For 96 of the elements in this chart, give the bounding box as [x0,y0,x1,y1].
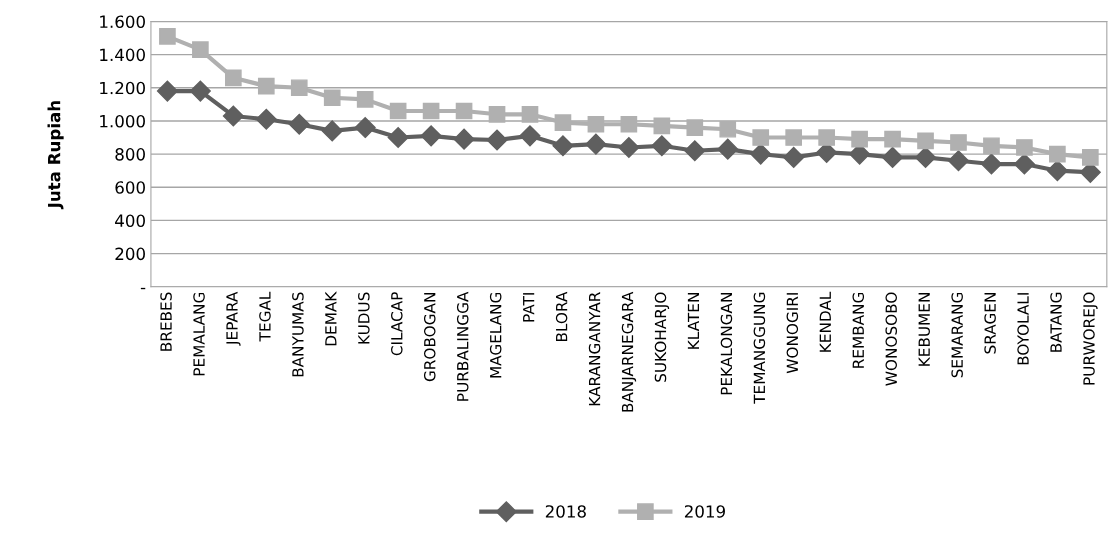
x-tick-label: BREBES [160,292,172,351]
point [1013,153,1035,175]
point [947,150,970,172]
x-tick-label: KARANGANYAR [588,292,601,406]
x-tick-label: KLATEN [687,293,700,349]
x-tick-label: BLORA [555,291,568,342]
point [585,133,607,155]
point [719,120,737,138]
x-tick-label: SRAGEN [984,293,996,354]
point [1046,160,1068,182]
y-tick-label: 1.600 [100,15,145,29]
x-tick-label: TEMANGGUNG [753,292,766,404]
point [686,119,704,136]
x-tick-label: JEPARA [226,291,241,346]
x-tick-label: PURBALINGGA [456,291,469,401]
x-tick-label: DEMAK [325,291,337,346]
point [1049,145,1066,163]
point [288,113,310,135]
point [192,41,209,58]
point [420,125,442,147]
point [354,117,376,139]
point [189,80,211,102]
point [915,146,937,168]
point [750,143,772,165]
point [651,135,673,157]
point [554,114,572,131]
x-tick-label: PEKALONGAN [720,293,733,395]
point [455,102,473,120]
x-tick-label: GROBOGAN [423,293,436,382]
point [882,146,904,168]
x-tick-label: SUKOHARJO [654,292,670,382]
legend-label: 2018 [545,505,586,518]
x-tick-label: BOYOLALI [1017,293,1029,365]
x-tick-label: BATANG [1050,292,1062,352]
x-tick-label: KENDAL [819,291,831,352]
y-tick-label: 800 [115,148,145,161]
x-tick-label: PURWOREJO [1083,292,1098,385]
y-tick-label: 1.200 [100,81,145,95]
x-tick-label: REMBANG [852,292,865,368]
x-tick-label: KUDUS [358,292,370,344]
point [255,108,277,130]
point [387,127,409,149]
y-tick-label: 600 [115,181,145,194]
x-tick-label: KEBUMEN [918,293,930,366]
point [159,28,176,45]
x-tick-label: PEMALANG [193,292,205,376]
y-tick-label: 400 [115,214,145,227]
point [290,79,308,97]
x-tick-label: WONOSOBO [885,292,897,386]
point [519,125,541,147]
point [884,130,901,148]
point [156,80,178,102]
y-axis-title: Juta Rupiah [47,101,64,210]
x-tick-label: PATI [523,293,535,322]
point [225,69,242,87]
point [389,102,407,120]
x-tick-label: BANYUMAS [292,292,304,377]
x-tick-label: BANJARNEGARA [621,291,637,412]
point [950,134,967,151]
point [453,128,475,150]
point [785,129,803,146]
point [587,115,605,133]
y-tick-label: 1.400 [100,48,145,62]
x-tick-label: WONOGIRI [786,293,799,374]
point [717,138,739,160]
point [980,153,1002,175]
point [1082,149,1099,166]
point [422,102,440,120]
point [486,129,508,151]
point [321,120,343,142]
point [620,115,638,133]
point [323,89,341,107]
legend-label: 2019 [684,505,725,518]
y-tick-label: - [140,287,146,290]
y-tick-label: 1.000 [100,114,145,128]
point [1016,139,1033,156]
point [618,136,640,158]
point [222,105,244,127]
point [552,135,574,157]
point [917,132,934,150]
point [356,91,374,108]
x-tick-label: CILACAP [391,292,403,356]
x-tick-label: MAGELANG [489,292,502,378]
x-tick-label: SEMARANG [951,292,963,378]
point [851,130,868,148]
y-tick-label: 200 [115,247,145,261]
point [521,105,539,123]
point [783,146,805,168]
point [488,105,506,123]
x-tick-label: TEGAL [259,291,271,342]
point [257,77,275,95]
point [983,137,1000,155]
point [752,129,770,146]
point [653,117,671,135]
point [684,140,706,162]
point [818,129,835,146]
